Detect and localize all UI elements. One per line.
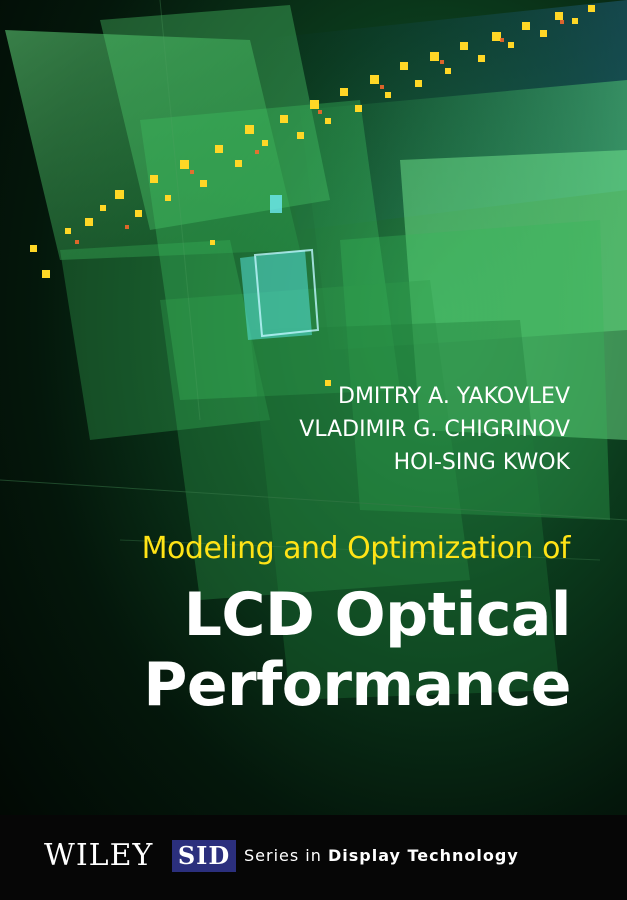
series-label: Series in Display Technology: [244, 846, 519, 865]
series-prefix: Series in: [244, 846, 328, 865]
sid-badge: SID: [172, 840, 236, 872]
book-subtitle: Modeling and Optimization of: [141, 531, 571, 566]
author-name: VLADIMIR G. CHIGRINOV: [299, 417, 570, 442]
book-title-line: Performance: [143, 650, 571, 720]
series-name: Display Technology: [327, 846, 519, 865]
author-name: DMITRY A. YAKOVLEV: [338, 384, 570, 409]
author-name: HOI-SING KWOK: [393, 450, 570, 475]
book-title-line: LCD Optical: [183, 580, 572, 650]
series-footer: WILEY SID Series in Display Technology: [0, 815, 627, 900]
lcd-panels-artwork: [0, 0, 627, 700]
publisher-logo: WILEY: [44, 838, 154, 873]
book-title: LCD Optical Performance: [143, 580, 571, 720]
author-list: DMITRY A. YAKOVLEV VLADIMIR G. CHIGRINOV…: [299, 380, 570, 479]
